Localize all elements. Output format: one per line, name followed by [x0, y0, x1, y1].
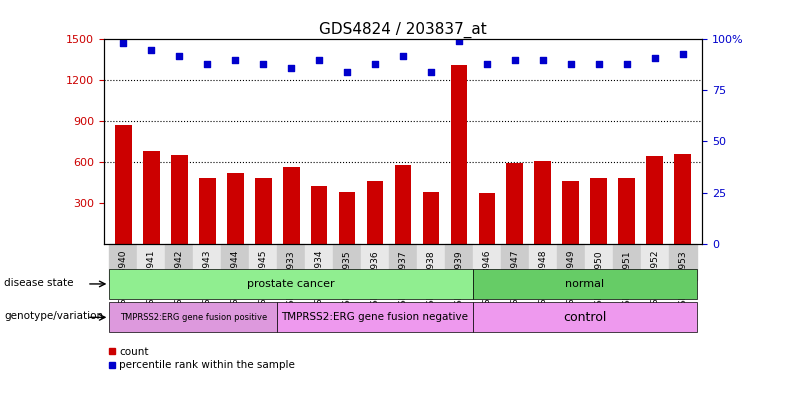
Point — [508, 57, 521, 63]
Bar — [333, 244, 361, 281]
Bar — [227, 173, 243, 244]
Bar — [221, 244, 249, 281]
Bar — [282, 167, 299, 244]
Text: prostate cancer: prostate cancer — [247, 279, 335, 289]
Bar — [535, 161, 551, 244]
Point — [620, 61, 633, 67]
Bar — [109, 244, 137, 281]
Point — [229, 57, 242, 63]
Point — [676, 50, 689, 57]
Bar — [165, 244, 193, 281]
Bar — [585, 244, 613, 281]
Bar — [171, 155, 188, 244]
Bar — [394, 165, 412, 244]
Point — [257, 61, 270, 67]
Bar — [255, 178, 271, 244]
Bar — [193, 244, 221, 281]
Point — [452, 38, 465, 44]
Point — [341, 69, 354, 75]
Bar — [641, 244, 669, 281]
Bar — [423, 192, 440, 244]
Bar — [417, 244, 445, 281]
Bar — [646, 156, 663, 244]
Title: GDS4824 / 203837_at: GDS4824 / 203837_at — [319, 22, 487, 38]
Text: TMPRSS2:ERG gene fusion positive: TMPRSS2:ERG gene fusion positive — [120, 313, 267, 322]
Bar — [143, 151, 160, 244]
FancyBboxPatch shape — [473, 269, 697, 299]
Point — [369, 61, 381, 67]
Text: genotype/variation: genotype/variation — [4, 311, 103, 321]
Point — [117, 40, 130, 46]
Text: control: control — [563, 311, 606, 324]
Point — [201, 61, 214, 67]
Bar — [445, 244, 473, 281]
Text: normal: normal — [565, 279, 604, 289]
Point — [592, 61, 605, 67]
Point — [425, 69, 437, 75]
Bar — [249, 244, 277, 281]
Point — [397, 53, 409, 59]
FancyBboxPatch shape — [109, 302, 277, 332]
Bar — [613, 244, 641, 281]
Point — [536, 57, 549, 63]
Bar — [618, 178, 635, 244]
Bar — [137, 244, 165, 281]
Bar — [451, 65, 468, 244]
Text: TMPRSS2:ERG gene fusion negative: TMPRSS2:ERG gene fusion negative — [282, 312, 468, 322]
Bar — [473, 244, 501, 281]
Point — [480, 61, 493, 67]
Bar — [366, 181, 383, 244]
Bar — [277, 244, 305, 281]
Bar — [563, 181, 579, 244]
Text: disease state: disease state — [4, 278, 73, 288]
Point — [564, 61, 577, 67]
Bar — [115, 125, 132, 244]
Point — [313, 57, 326, 63]
FancyBboxPatch shape — [473, 302, 697, 332]
FancyBboxPatch shape — [109, 269, 473, 299]
FancyBboxPatch shape — [277, 302, 473, 332]
Bar — [557, 244, 585, 281]
Bar — [529, 244, 557, 281]
Bar — [199, 178, 215, 244]
Bar — [669, 244, 697, 281]
Legend: count, percentile rank within the sample: count, percentile rank within the sample — [109, 347, 295, 370]
Bar — [310, 186, 327, 244]
Bar — [674, 154, 691, 244]
Point — [145, 46, 158, 53]
Bar — [501, 244, 529, 281]
Bar — [361, 244, 389, 281]
Point — [285, 65, 298, 71]
Bar — [507, 163, 523, 244]
Bar — [591, 178, 607, 244]
Point — [648, 55, 661, 61]
Bar — [389, 244, 417, 281]
Bar — [305, 244, 333, 281]
Point — [173, 53, 186, 59]
Bar — [338, 192, 355, 244]
Bar — [479, 193, 496, 244]
